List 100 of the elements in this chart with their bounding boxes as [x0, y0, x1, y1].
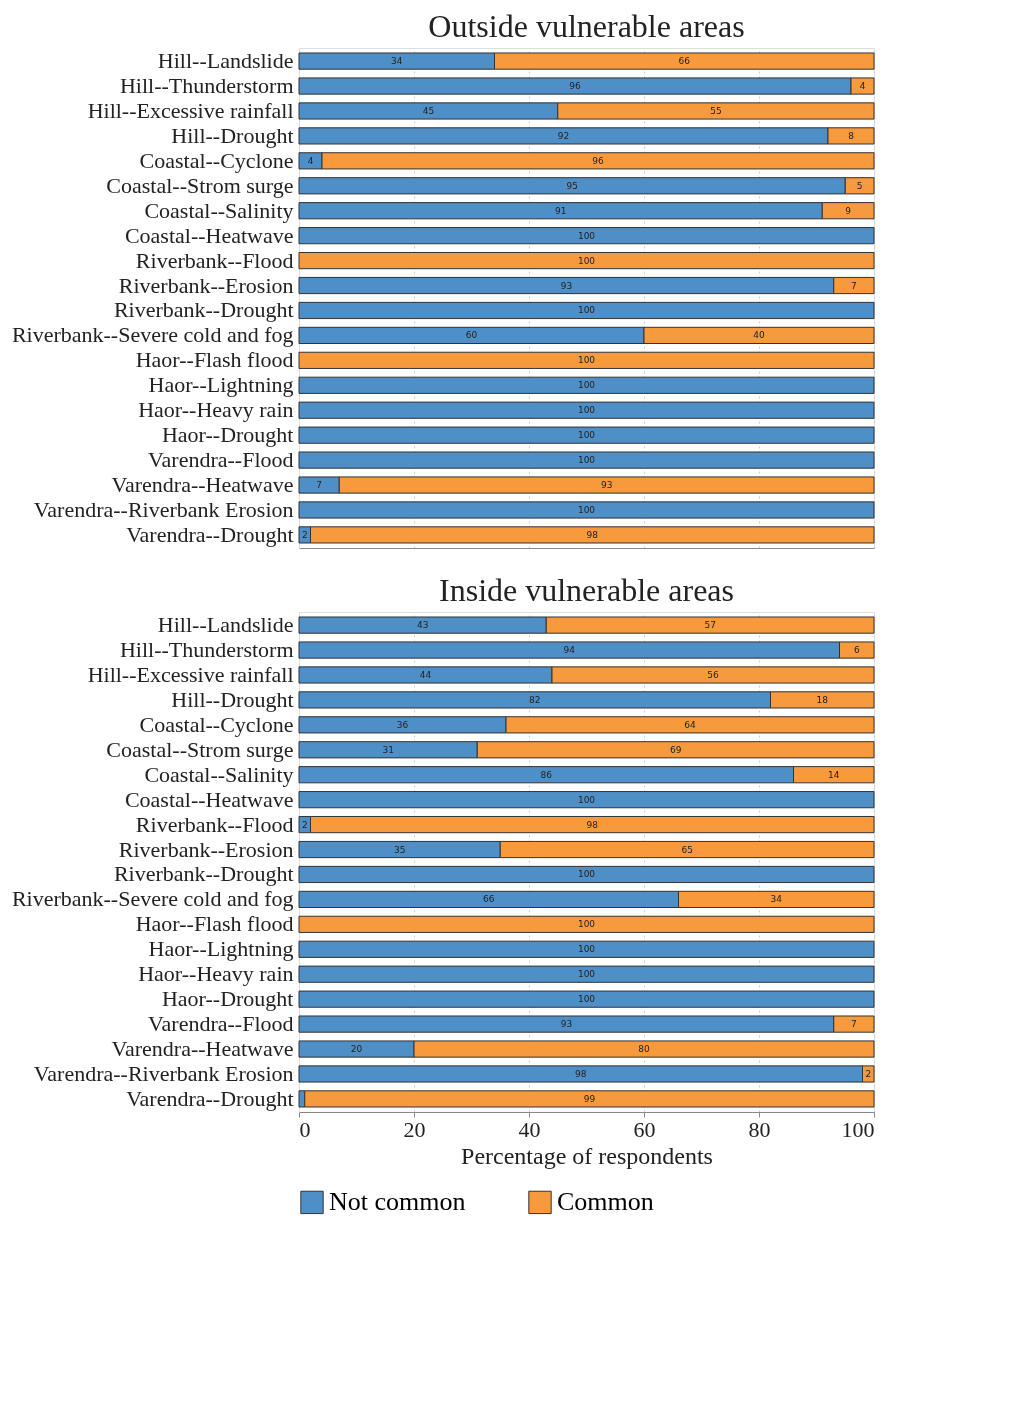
data-label: 44	[419, 669, 432, 680]
y-tick-label: Varendra--Riverbank Erosion	[33, 496, 294, 522]
data-label: 64	[684, 719, 696, 730]
data-label: 98	[586, 529, 599, 540]
data-label: 100	[577, 944, 596, 955]
y-tick-label: Hill--Excessive rainfall	[87, 661, 294, 687]
data-label: 65	[681, 844, 693, 855]
data-label: 66	[678, 56, 691, 67]
y-tick-label: Coastal--Salinity	[144, 761, 294, 787]
bar	[298, 301, 875, 320]
y-tick-label: Hill--Drought	[171, 686, 294, 712]
data-label: 55	[710, 105, 722, 116]
y-tick-label: Coastal--Strom surge	[106, 736, 294, 762]
data-label: 80	[638, 1044, 650, 1055]
data-label: 69	[669, 744, 682, 755]
data-label: 100	[577, 405, 596, 416]
data-label: 82	[529, 694, 541, 705]
data-label: 100	[577, 230, 596, 241]
data-label: 100	[577, 305, 596, 316]
data-label: 100	[577, 455, 596, 466]
y-tick-label: Haor--Drought	[161, 986, 294, 1012]
data-label: 2	[865, 1068, 872, 1079]
data-label: 40	[753, 330, 765, 341]
y-tick-label: Riverbank--Erosion	[118, 836, 294, 862]
y-tick-label: Coastal--Salinity	[144, 197, 294, 223]
chart-title: Outside vulnerable areas	[428, 8, 745, 44]
data-label: 60	[465, 330, 478, 341]
y-tick-label: Hill--Thunderstorm	[119, 637, 294, 663]
data-label: 100	[577, 869, 596, 880]
y-tick-label: Haor--Lightning	[148, 936, 294, 962]
y-tick-label: Varendra--Riverbank Erosion	[33, 1060, 294, 1086]
y-tick-label: Haor--Flash flood	[135, 347, 294, 373]
data-label: 7	[851, 280, 857, 291]
data-label: 96	[569, 81, 581, 92]
bar	[298, 251, 875, 270]
data-label: 35	[393, 844, 406, 855]
bar	[298, 351, 875, 369]
data-label: 14	[828, 769, 840, 780]
y-tick-label: Varendra--Flood	[148, 1011, 294, 1037]
y-tick-label: Varendra--Heatwave	[111, 472, 294, 498]
x-tick-label: 20	[403, 1116, 426, 1142]
data-label: 56	[707, 669, 719, 680]
data-label: 7	[316, 480, 322, 491]
legend-label: Common	[557, 1187, 654, 1217]
y-tick-label: Riverbank--Drought	[113, 297, 294, 323]
bar	[298, 376, 875, 394]
y-tick-label: Coastal--Heatwave	[124, 222, 294, 248]
y-tick-label: Varendra--Heatwave	[111, 1036, 294, 1062]
data-label: 100	[577, 794, 596, 805]
y-tick-label: Haor--Flash flood	[135, 911, 294, 937]
y-tick-label: Hill--Landslide	[157, 48, 294, 74]
y-tick-label: Riverbank--Drought	[113, 861, 294, 887]
data-label: 95	[566, 180, 578, 191]
data-label: 94	[563, 645, 576, 656]
y-tick-label: Haor--Heavy rain	[138, 961, 294, 987]
data-label: 18	[816, 694, 829, 705]
data-label: 6	[853, 645, 860, 656]
data-label: 45	[422, 105, 435, 116]
y-tick-label: Hill--Excessive rainfall	[87, 97, 294, 123]
bar	[298, 501, 875, 519]
y-tick-label: Riverbank--Flood	[135, 247, 294, 273]
y-tick-label: Varendra--Flood	[148, 447, 294, 473]
y-tick-label: Hill--Landslide	[157, 612, 294, 638]
y-tick-label: Riverbank--Flood	[135, 811, 294, 837]
data-label: 100	[577, 994, 596, 1005]
data-label: 7	[851, 1019, 857, 1030]
y-tick-label: Coastal--Strom surge	[106, 172, 294, 198]
y-tick-label: Haor--Drought	[161, 422, 294, 448]
data-label: 5	[856, 180, 863, 191]
bar	[298, 401, 875, 419]
data-label: 93	[560, 280, 573, 291]
data-label: 100	[577, 355, 596, 366]
bar	[298, 227, 875, 245]
data-label: 2	[301, 529, 308, 540]
data-label: 57	[704, 620, 716, 631]
y-tick-label: Coastal--Heatwave	[124, 786, 294, 812]
data-label: 100	[577, 969, 596, 980]
data-label: 20	[350, 1044, 363, 1055]
data-label: 100	[577, 380, 596, 391]
y-tick-label: Coastal--Cyclone	[139, 711, 294, 737]
data-label: 31	[382, 744, 394, 755]
y-tick-label: Hill--Drought	[171, 122, 294, 148]
data-label: 43	[416, 620, 429, 631]
y-tick-label: Riverbank--Severe cold and fog	[11, 322, 294, 348]
y-tick-label: Haor--Lightning	[148, 372, 294, 398]
data-label: 4	[859, 81, 866, 92]
x-axis-title: Percentage of respondents	[461, 1142, 713, 1169]
data-label: 86	[540, 769, 553, 780]
x-tick-label: 80	[748, 1116, 771, 1142]
y-tick-label: Hill--Thunderstorm	[119, 73, 294, 99]
data-label: 99	[583, 1093, 596, 1104]
bar	[298, 451, 875, 469]
data-label: 36	[396, 719, 409, 730]
y-tick-label: Varendra--Drought	[126, 521, 294, 547]
y-tick-label: Haor--Heavy rain	[138, 397, 294, 423]
data-label: 4	[307, 155, 314, 166]
data-label: 96	[592, 155, 604, 166]
data-label: 2	[301, 819, 308, 830]
data-label: 91	[554, 205, 567, 216]
data-label: 9	[845, 205, 852, 216]
